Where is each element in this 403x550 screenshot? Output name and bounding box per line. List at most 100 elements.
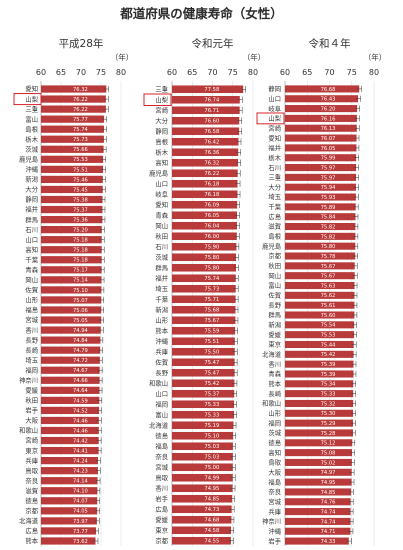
bar-岩手 [41,406,100,415]
x-tick-label: 75 [228,68,238,77]
panel-title: 平成28年 [59,37,104,50]
bar-京都 [285,252,356,260]
category-label: 栃木 [268,153,281,162]
bar-大阪 [41,416,99,425]
data-label: 76.71 [204,108,219,114]
bar-岐阜 [285,105,358,113]
data-label: 75.37 [73,207,88,213]
data-label: 74.05 [73,509,88,515]
bar-栃木 [172,148,239,157]
category-label: 兵庫 [25,456,38,465]
category-label: 群馬 [268,310,281,319]
data-label: 75.94 [321,185,337,191]
data-label: 75.67 [321,274,336,280]
data-label: 74.24 [73,459,89,465]
bar-愛媛 [172,515,232,524]
category-label: 宮城 [155,462,168,471]
x-tick-label: 75 [347,68,357,77]
bar-長崎 [285,390,354,398]
data-label: 73.62 [73,539,88,545]
data-label: 75.80 [321,244,336,250]
bar-京都 [41,507,98,515]
data-label: 76.68 [321,87,336,93]
bar-大分 [172,116,240,125]
category-label: 宮崎 [268,123,281,132]
category-label: 佐賀 [155,357,168,366]
data-label: 76.00 [204,234,219,240]
data-label: 74.97 [321,470,336,476]
x-tick-label: 65 [187,68,197,77]
category-label: 富山 [25,114,38,123]
category-label: 大分 [155,116,168,125]
bar-島根 [172,137,239,146]
category-label: 島根 [268,232,281,241]
data-label: 74.66 [73,378,88,384]
x-tick-label: 65 [56,68,66,77]
bar-神奈川 [41,376,100,384]
data-label: 75.62 [321,293,336,299]
data-label: 75.59 [204,329,219,335]
category-label: 沖縄 [155,336,168,345]
data-label: 74.95 [321,480,336,486]
category-label: 茨城 [25,144,38,153]
bar-宮城 [285,498,351,506]
category-label: 鹿児島 [262,241,281,250]
data-label: 75.37 [204,392,219,398]
category-label: 香川 [268,359,281,368]
data-label: 76.22 [73,107,88,113]
category-label: 岩手 [268,536,281,545]
category-label: 埼玉 [155,284,168,293]
data-label: 75.97 [321,175,336,181]
category-label: 愛媛 [25,386,38,395]
data-label: 75.46 [73,177,88,183]
data-label: 75.18 [73,258,88,264]
category-label: 群馬 [25,215,38,224]
bar-山口 [285,95,359,103]
category-label: 高知 [155,158,168,167]
bar-宮城 [41,316,102,324]
data-label: 75.80 [204,266,219,272]
data-label: 75.47 [204,371,219,377]
bar-山形 [41,296,102,304]
category-label: 岡山 [25,275,38,284]
bar-茨城 [41,145,104,153]
bar-奈良 [41,477,98,485]
category-label: 滋賀 [268,222,281,231]
category-label: 奈良 [155,452,168,461]
data-label: 76.18 [204,192,219,198]
category-label: 愛知 [268,133,281,142]
bar-北海道 [41,517,97,525]
category-label: 長崎 [268,389,281,398]
bar-東京 [285,340,354,349]
bar-和歌山 [41,426,99,435]
data-label: 76.09 [204,203,219,209]
bar-奈良 [172,452,233,461]
bar-山形 [172,316,236,325]
bar-佐賀 [41,286,102,294]
data-label: 75.71 [204,297,219,303]
data-label: 73.97 [73,519,88,525]
data-label: 75.06 [73,308,88,314]
data-label: 74.74 [321,519,337,525]
bar-広島 [41,527,97,535]
data-label: 75.63 [321,283,336,289]
data-label: 75.02 [321,460,336,466]
x-tick-label: 70 [76,68,86,77]
bar-山梨 [172,95,240,104]
data-label: 74.42 [73,438,88,444]
bar-青森 [172,211,238,220]
category-label: 大分 [268,182,281,191]
bar-兵庫 [41,457,98,465]
data-label: 75.80 [204,255,219,261]
data-label: 75.03 [204,455,219,461]
data-label: 74.41 [73,448,88,454]
bar-福井 [285,144,357,152]
data-label: 75.33 [204,413,219,419]
bar-滋賀 [285,222,356,231]
bar-和歌山 [172,379,235,388]
category-label: 奈良 [25,476,38,485]
bar-山形 [285,409,354,417]
bar-高知 [41,246,102,254]
bar-鹿児島 [172,169,238,178]
category-label: 静岡 [155,126,168,135]
